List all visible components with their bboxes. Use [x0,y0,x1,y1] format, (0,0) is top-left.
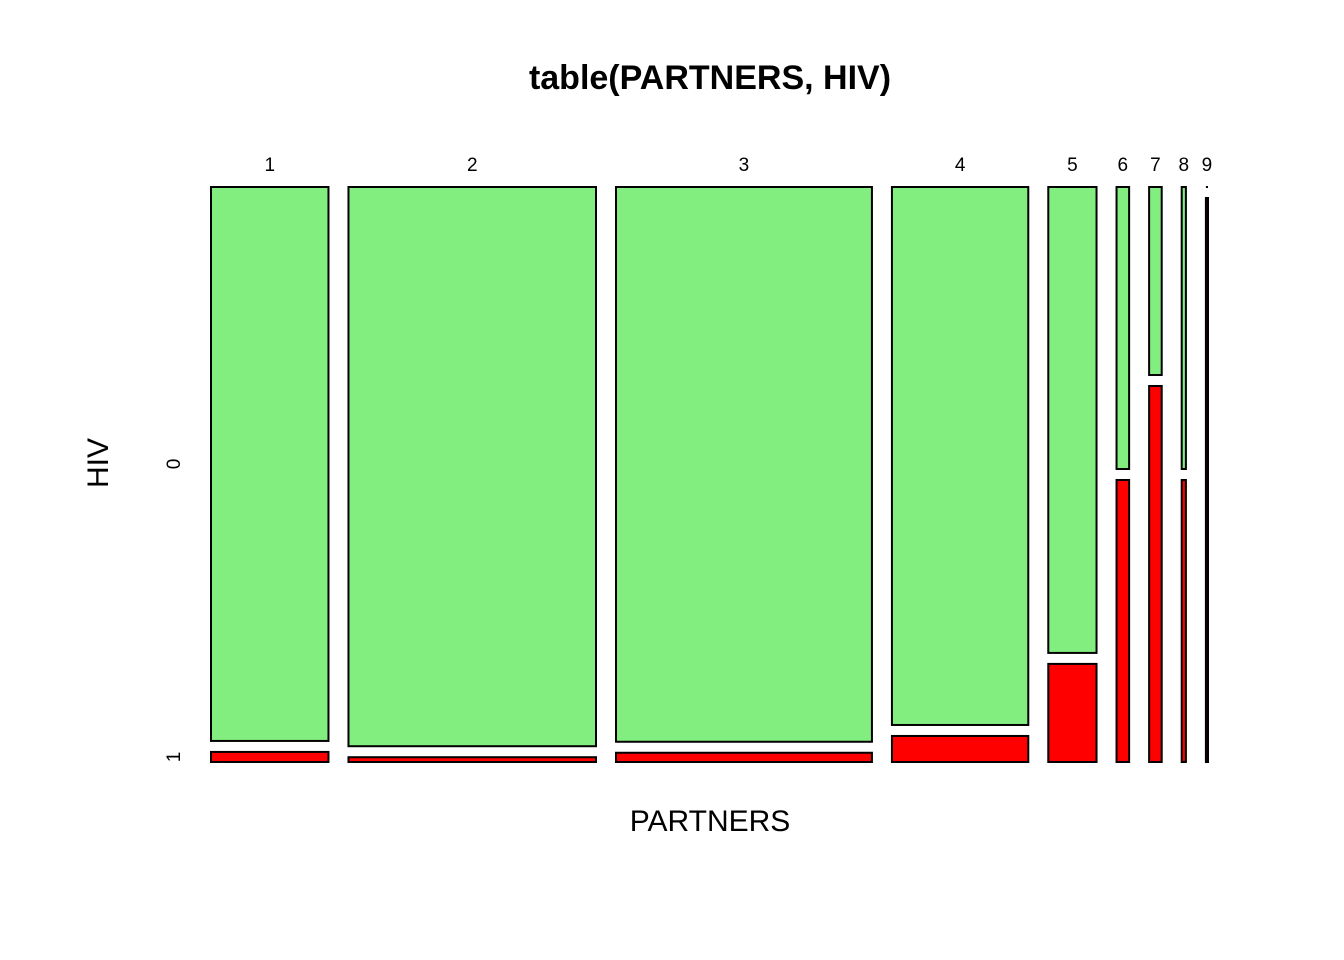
x-tick-label: 5 [1067,155,1078,176]
chart-title: table(PARTNERS, HIV) [529,59,891,97]
mosaic-cell [210,186,330,742]
mosaic-cell [1204,197,1209,763]
x-tick-label: 7 [1150,155,1161,176]
x-tick-label: 3 [739,155,750,176]
x-tick-label: 9 [1202,155,1213,176]
mosaic-cell [1180,479,1187,763]
x-tick-label: 1 [264,155,275,176]
y-category-label: 1 [164,752,185,763]
x-tick-label: 2 [467,155,478,176]
mosaic-cell [1115,479,1131,763]
mosaic-cell [615,186,873,743]
mosaic-cell [1047,186,1098,654]
mosaic-cell [1115,186,1131,470]
mosaic-cell [210,750,330,764]
x-tick-label: 6 [1118,155,1129,176]
y-category-label: 0 [164,459,185,470]
mosaic-cell [347,756,598,763]
x-axis-title: PARTNERS [630,805,791,838]
mosaic-cell [890,734,1030,764]
mosaic-cell [890,186,1030,726]
mosaic-cell [1180,186,1187,470]
mosaic-cell [1148,186,1163,376]
mosaic-cell [615,751,873,763]
y-axis-title: HIV [82,438,115,488]
x-tick-label: 8 [1179,155,1190,176]
mosaic-cell [1047,662,1098,763]
mosaic-cell [1148,385,1163,763]
mosaic-cell [347,186,598,748]
x-tick-label: 4 [955,155,966,176]
